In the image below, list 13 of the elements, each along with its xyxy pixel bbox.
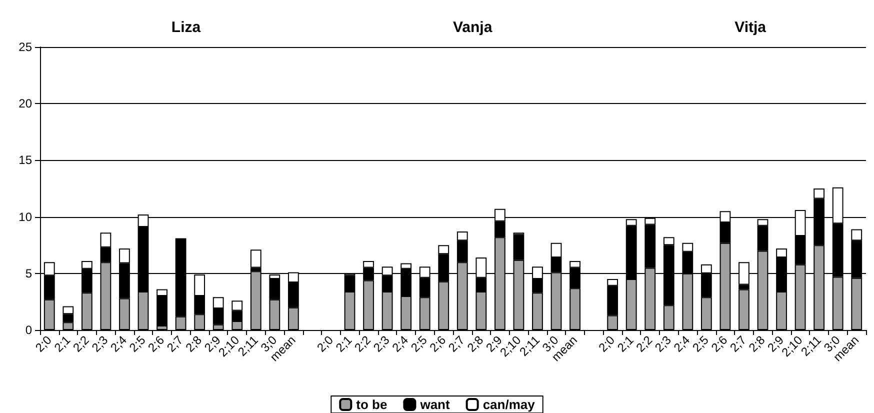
y-tick-label: 25 (18, 40, 32, 54)
y-tick-label: 20 (18, 96, 32, 111)
y-tick-label: 15 (18, 153, 32, 168)
legend-label: can/may (482, 397, 536, 412)
text: Vitja (734, 19, 767, 36)
y-tick-label: 5 (25, 266, 32, 280)
y-tick-label: 0 (25, 323, 32, 337)
bar (250, 250, 262, 268)
text: Liza (171, 19, 202, 36)
legend-label: to be (356, 397, 388, 412)
y-tick-label: 10 (18, 210, 32, 224)
text: Vanja (452, 19, 493, 36)
legend-label: want (419, 397, 450, 412)
